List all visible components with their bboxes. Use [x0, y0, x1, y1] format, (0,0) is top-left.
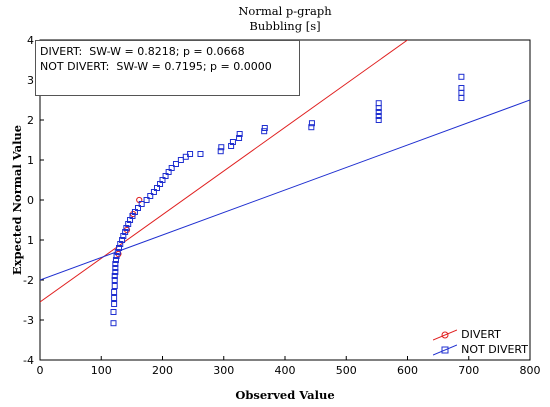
stats-box: DIVERT: SW-W = 0.8218; p = 0.0668 NOT DI… — [35, 40, 300, 96]
point-not-divert — [458, 95, 465, 101]
point-not-divert — [228, 143, 235, 149]
point-not-divert — [261, 128, 268, 135]
point-not-divert — [111, 283, 118, 289]
point-not-divert — [112, 257, 119, 263]
point-not-divert — [111, 295, 118, 301]
point-not-divert — [197, 151, 204, 157]
y-tick-label: -3 — [23, 314, 34, 327]
point-not-divert — [261, 125, 268, 131]
x-tick-label: 400 — [275, 364, 296, 377]
point-not-divert — [138, 201, 145, 207]
point-not-divert — [113, 253, 120, 259]
stats-line-not-divert: NOT DIVERT: SW-W = 0.7195; p = 0.0000 — [40, 60, 272, 73]
point-not-divert — [111, 277, 118, 283]
y-tick-label: 4 — [27, 34, 34, 47]
x-axis-label: Observed Value — [235, 388, 335, 402]
point-not-divert — [375, 100, 382, 107]
point-not-divert — [162, 173, 169, 179]
point-not-divert — [236, 135, 243, 141]
point-not-divert — [217, 148, 224, 155]
point-not-divert — [165, 169, 172, 175]
point-not-divert — [187, 151, 194, 157]
point-not-divert — [111, 289, 118, 295]
legend-swatch-not-divert — [433, 344, 458, 355]
legend-label-divert: DIVERT — [461, 328, 501, 341]
point-not-divert — [119, 237, 126, 243]
point-not-divert — [172, 161, 179, 167]
point-not-divert — [308, 120, 315, 127]
point-not-divert — [458, 89, 465, 96]
x-tick-label: 300 — [213, 364, 234, 377]
point-not-divert — [218, 144, 225, 151]
point-not-divert — [177, 157, 184, 163]
x-tick-label: 500 — [336, 364, 357, 377]
point-not-divert — [114, 249, 121, 255]
point-not-divert — [458, 85, 465, 91]
point-not-divert — [112, 261, 119, 267]
point-not-divert — [308, 124, 315, 131]
fit-line-divert — [40, 40, 408, 303]
point-not-divert — [117, 241, 124, 247]
x-tick-label: 200 — [152, 364, 173, 377]
y-axis-label: Expected Normal Value — [10, 124, 24, 276]
point-not-divert — [143, 197, 150, 203]
chart-title: Normal p-graph — [238, 4, 332, 18]
point-not-divert — [116, 245, 123, 251]
point-not-divert — [111, 273, 118, 279]
x-tick-label: 100 — [91, 364, 112, 377]
point-not-divert — [375, 117, 382, 123]
x-tick-label: 800 — [520, 364, 541, 377]
y-tick-label: 3 — [27, 74, 34, 87]
legend-item-divert: DIVERT — [433, 327, 528, 342]
point-not-divert — [236, 131, 243, 137]
legend-item-not-divert: NOT DIVERT — [433, 342, 528, 357]
point-not-divert — [112, 269, 119, 275]
y-tick-label: 1 — [27, 234, 34, 247]
x-tick-label: 600 — [397, 364, 418, 377]
stats-line-divert: DIVERT: SW-W = 0.8218; p = 0.0668 — [40, 45, 245, 58]
point-not-divert — [229, 139, 236, 145]
point-not-divert — [375, 113, 382, 119]
y-tick-label: 1 — [27, 154, 34, 167]
point-not-divert — [159, 177, 166, 183]
point-not-divert — [135, 205, 141, 211]
point-not-divert — [150, 189, 157, 195]
point-not-divert — [123, 225, 130, 231]
point-not-divert — [168, 165, 175, 171]
y-tick-label: 0 — [27, 194, 34, 207]
point-not-divert — [110, 309, 117, 315]
point-not-divert — [122, 229, 129, 235]
legend-swatch-divert — [433, 329, 458, 340]
y-tick-label: -2 — [23, 274, 34, 287]
legend: DIVERT NOT DIVERT — [433, 327, 528, 357]
point-not-divert — [112, 265, 119, 271]
point-not-divert — [110, 320, 117, 327]
point-not-divert — [131, 209, 138, 215]
x-tick-label: 700 — [458, 364, 479, 377]
x-tick-label: 0 — [37, 364, 44, 377]
point-not-divert — [147, 193, 154, 199]
y-tick-label: -4 — [23, 354, 34, 367]
point-not-divert — [120, 233, 127, 239]
point-not-divert — [111, 301, 118, 307]
legend-label-not-divert: NOT DIVERT — [461, 343, 528, 356]
chart-subtitle: Bubbling [s] — [249, 19, 321, 33]
point-not-divert — [125, 221, 132, 227]
point-not-divert — [375, 109, 382, 115]
y-tick-label: 2 — [27, 114, 34, 127]
point-not-divert — [153, 185, 160, 191]
point-not-divert — [458, 73, 465, 80]
